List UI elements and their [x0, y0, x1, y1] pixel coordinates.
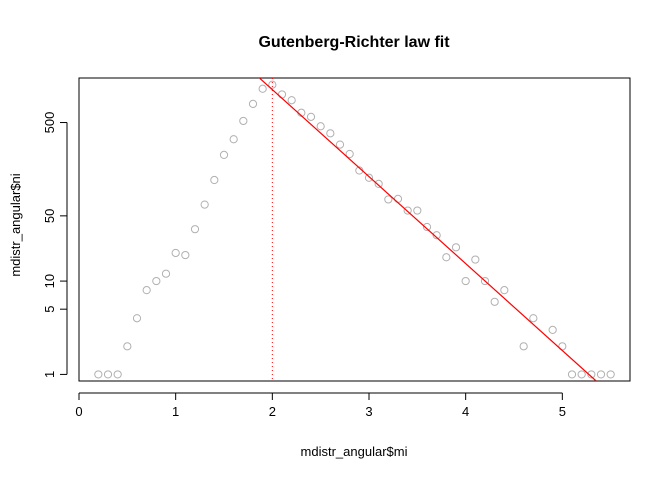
data-point [113, 370, 122, 379]
data-point [277, 90, 287, 99]
x-tick-label: 0 [75, 404, 82, 419]
data-point [210, 175, 219, 185]
data-point [287, 96, 296, 105]
data-point [480, 276, 490, 286]
data-point [200, 200, 209, 209]
x-tick-label: 1 [172, 404, 179, 419]
y-tick-label: 1 [42, 371, 57, 378]
data-point [393, 194, 403, 203]
data-point [422, 222, 432, 232]
data-point [384, 195, 393, 204]
data-point [490, 297, 499, 306]
data-point [403, 206, 412, 215]
data-point [94, 370, 103, 379]
data-point [432, 231, 441, 240]
chart-marks [94, 78, 615, 381]
x-tick-label: 3 [365, 404, 372, 419]
data-point [239, 116, 248, 126]
chart-title: Gutenberg-Richter law fit [258, 34, 450, 51]
data-point [374, 179, 383, 188]
x-axis: 0 1 2 3 4 5 [75, 392, 566, 419]
data-point [306, 112, 316, 121]
data-point [142, 286, 151, 295]
data-point [248, 99, 258, 108]
data-point [345, 149, 354, 159]
x-tick-label: 2 [269, 404, 276, 419]
data-point [364, 173, 374, 182]
data-point [519, 342, 528, 351]
data-point [596, 370, 606, 379]
data-point [500, 286, 509, 295]
data-point [161, 269, 171, 278]
fit-line [258, 78, 597, 381]
data-point [190, 225, 200, 234]
data-point [413, 206, 422, 215]
data-point [606, 370, 615, 379]
data-point [152, 276, 161, 286]
data-point [316, 122, 325, 131]
data-point [471, 255, 480, 264]
data-point [335, 140, 345, 149]
y-tick-label: 500 [42, 112, 57, 134]
plot-area [78, 77, 631, 382]
data-point [529, 314, 538, 323]
y-tick-label: 10 [42, 274, 57, 288]
data-point [461, 276, 470, 286]
data-point [442, 253, 451, 262]
data-point [219, 150, 229, 159]
data-point [171, 248, 180, 258]
data-point [123, 342, 132, 351]
data-point [567, 370, 577, 379]
data-point [181, 250, 190, 260]
y-tick-label: 50 [42, 209, 57, 223]
data-point [451, 243, 461, 252]
x-axis-label: mdistr_angular$mi [301, 444, 408, 459]
x-tick-label: 5 [559, 404, 566, 419]
y-axis: 1 5 10 50 500 [42, 112, 68, 378]
y-axis-label: mdistr_angular$ni [8, 173, 23, 276]
x-tick-label: 4 [462, 404, 469, 419]
data-point [258, 84, 267, 93]
data-point [268, 80, 277, 89]
data-point [229, 135, 238, 144]
data-point [577, 370, 586, 379]
data-point [587, 370, 596, 379]
data-point [132, 314, 142, 323]
data-point [326, 129, 335, 138]
data-point [103, 370, 113, 379]
y-tick-label: 5 [42, 306, 57, 313]
data-point [548, 325, 557, 334]
